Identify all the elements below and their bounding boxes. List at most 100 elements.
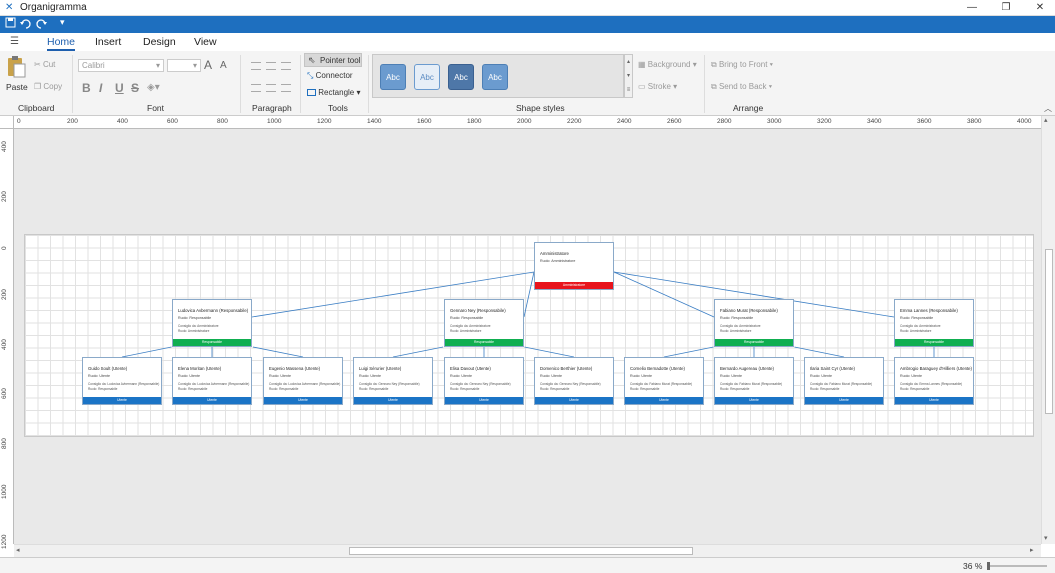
tab-insert[interactable]: Insert	[95, 36, 122, 48]
collapse-ribbon-icon[interactable]: ︿	[1044, 104, 1052, 113]
manager-card[interactable]: Fabiano Murat (Responsabile) Ruolo: Respo…	[714, 299, 794, 347]
vertical-scrollbar[interactable]: ▴ ▾	[1041, 116, 1055, 544]
card-supervisor: Consiglio da: Amministratore	[178, 324, 219, 328]
manager-card[interactable]: Gennaro Ney (Responsabile) Ruolo: Respons…	[444, 299, 524, 347]
scroll-right-icon[interactable]: ▸	[1030, 547, 1034, 554]
bring-to-front-button[interactable]: ⧉ Bring to Front ▾	[711, 60, 773, 70]
card-supervisor-role: Ruolo: Amministratore	[450, 329, 482, 333]
align-left-icon[interactable]	[251, 84, 261, 92]
user-card[interactable]: Eugenio Massena (Utente) Ruolo: Utente Con…	[263, 357, 343, 405]
card-name: Domenico Berthier (Utente)	[540, 366, 593, 371]
shape-style-1[interactable]: Abc	[380, 64, 406, 90]
tab-view[interactable]: View	[194, 36, 217, 48]
card-supervisor-role: Ruolo: Amministratore	[178, 329, 210, 333]
card-supervisor-role: Ruolo: Amministratore	[720, 329, 752, 333]
card-name: Elisa Davout (Utente)	[450, 366, 491, 371]
connector-line	[613, 271, 895, 318]
save-icon[interactable]	[5, 17, 16, 31]
underline-button[interactable]: U	[115, 81, 124, 95]
tab-home[interactable]: Home	[47, 36, 76, 51]
admin-card[interactable]: Amministratore Ruolo: Amministratore Ammin…	[534, 242, 614, 290]
shape-style-3[interactable]: Abc	[448, 64, 474, 90]
diagram-canvas[interactable]: Amministratore Ruolo: Amministratore Ammin…	[14, 129, 1041, 544]
stroke-button[interactable]: ▭ Stroke ▾	[638, 82, 677, 91]
ribbon-divider	[368, 55, 369, 113]
card-supervisor: Consiglio da: Amministratore	[900, 324, 941, 328]
font-group-label: Font	[147, 103, 165, 113]
paste-button[interactable]: Paste	[6, 55, 28, 92]
redo-icon[interactable]	[36, 18, 47, 32]
vertical-scroll-thumb[interactable]	[1045, 249, 1053, 414]
background-button[interactable]: ▦ Background ▾	[638, 60, 697, 69]
user-card[interactable]: Bernardo Augereau (Utente) Ruolo: Utente C…	[714, 357, 794, 405]
qat-dropdown-icon[interactable]: ▾	[60, 17, 65, 27]
horizontal-scroll-thumb[interactable]	[349, 547, 693, 555]
shape-style-4[interactable]: Abc	[482, 64, 508, 90]
maximize-button[interactable]: ❐	[1001, 2, 1011, 13]
scroll-up-icon[interactable]: ▴	[1044, 117, 1048, 124]
fill-color-icon[interactable]: ◈▾	[147, 82, 160, 93]
undo-icon[interactable]	[20, 18, 31, 32]
send-to-back-label: Send to Back	[718, 82, 767, 91]
align-bottom-icon[interactable]	[281, 62, 291, 70]
user-card[interactable]: Cornelio Bernadotte (Utente) Ruolo: Utent…	[624, 357, 704, 405]
card-name: Fabiano Murat (Responsabile)	[720, 308, 778, 313]
card-supervisor-role: Ruolo: Responsabile	[269, 387, 299, 391]
bring-to-front-label: Bring to Front	[718, 60, 768, 69]
manager-card[interactable]: Ludovica Avbermann (Responsabile) Ruolo: …	[172, 299, 252, 347]
strikethrough-button[interactable]: S	[131, 81, 140, 95]
user-card[interactable]: Elena Moritan (Utente) Ruolo: Utente Consi…	[172, 357, 252, 405]
user-card[interactable]: Domenico Berthier (Utente) Ruolo: Utente C…	[534, 357, 614, 405]
stroke-icon: ▭	[638, 82, 646, 91]
gallery-scroll[interactable]: ▴ ▾ ≡	[624, 54, 633, 98]
align-center-icon[interactable]	[266, 84, 276, 92]
tab-design[interactable]: Design	[143, 36, 176, 48]
ruler-tick-label: 2600	[667, 118, 682, 125]
scroll-left-icon[interactable]: ◂	[16, 547, 20, 554]
font-size-select[interactable]: ▾	[167, 59, 201, 72]
connector-line	[613, 271, 715, 318]
card-supervisor-role: Ruolo: Responsabile	[450, 387, 480, 391]
manager-card[interactable]: Emma Lannes (Responsabile) Ruolo: Respons…	[894, 299, 974, 347]
user-card[interactable]: Luigi Sérurier (Utente) Ruolo: Utente Cons…	[353, 357, 433, 405]
copy-button[interactable]: ❐ Copy	[34, 82, 62, 91]
user-card[interactable]: Elisa Davout (Utente) Ruolo: Utente Consig…	[444, 357, 524, 405]
ruler-tick-label: 200	[67, 118, 78, 125]
italic-button[interactable]: I	[99, 81, 103, 95]
send-to-back-button[interactable]: ⧉ Send to Back ▾	[711, 82, 772, 92]
align-right-icon[interactable]	[281, 84, 291, 92]
shrink-font-button[interactable]: A	[220, 60, 227, 71]
grow-font-button[interactable]: A	[204, 58, 213, 72]
bold-button[interactable]: B	[82, 81, 91, 95]
ruler-tick-label: 4000	[1017, 118, 1032, 125]
align-top-icon[interactable]	[251, 62, 261, 70]
user-card[interactable]: Ilaria Saint Cyr (Utente) Ruolo: Utente Co…	[804, 357, 884, 405]
shape-style-2[interactable]: Abc	[414, 64, 440, 90]
card-supervisor: Consiglio da: Emma Lannes (Responsabile)	[900, 382, 963, 386]
card-role-band: Responsabile	[445, 339, 523, 346]
minimize-button[interactable]: —	[967, 2, 977, 13]
ruler-corner	[0, 116, 14, 129]
connector-line	[392, 346, 444, 358]
zoom-slider[interactable]	[987, 562, 1047, 570]
close-button[interactable]: ✕	[1035, 2, 1045, 13]
user-card[interactable]: Guido Soult (Utente) Ruolo: Utente Consigl…	[82, 357, 162, 405]
ruler-tick-label: 2200	[567, 118, 582, 125]
file-menu-icon[interactable]: ☰	[10, 36, 19, 47]
pointer-tool-button[interactable]: ⇖ Pointer tool	[304, 53, 362, 67]
align-middle-icon[interactable]	[266, 62, 276, 70]
zoom-slider-thumb[interactable]	[987, 562, 990, 570]
scroll-down-icon[interactable]: ▾	[1044, 535, 1048, 542]
send-back-icon: ⧉	[711, 82, 717, 91]
rectangle-label: Rectangle	[318, 88, 355, 97]
horizontal-ruler: 0 200 400 600 800 1000 1200 1400 1600 1800 2000 220…	[14, 116, 1041, 129]
horizontal-scrollbar[interactable]: ◂ ▸	[14, 544, 1041, 557]
connector-line	[524, 346, 575, 358]
user-card[interactable]: Ambrogio Baraguey d'Hilliers (Utente) Ruo…	[894, 357, 974, 405]
cut-button[interactable]: ✂ Cut	[34, 60, 55, 69]
font-family-select[interactable]: Calibri ▾	[78, 59, 164, 72]
rectangle-button[interactable]: Rectangle ▾	[307, 88, 361, 97]
chevron-down-icon: ▾	[692, 60, 697, 69]
card-name: Ilaria Saint Cyr (Utente)	[810, 366, 855, 371]
connector-button[interactable]: ⤡ Connector	[307, 71, 353, 81]
